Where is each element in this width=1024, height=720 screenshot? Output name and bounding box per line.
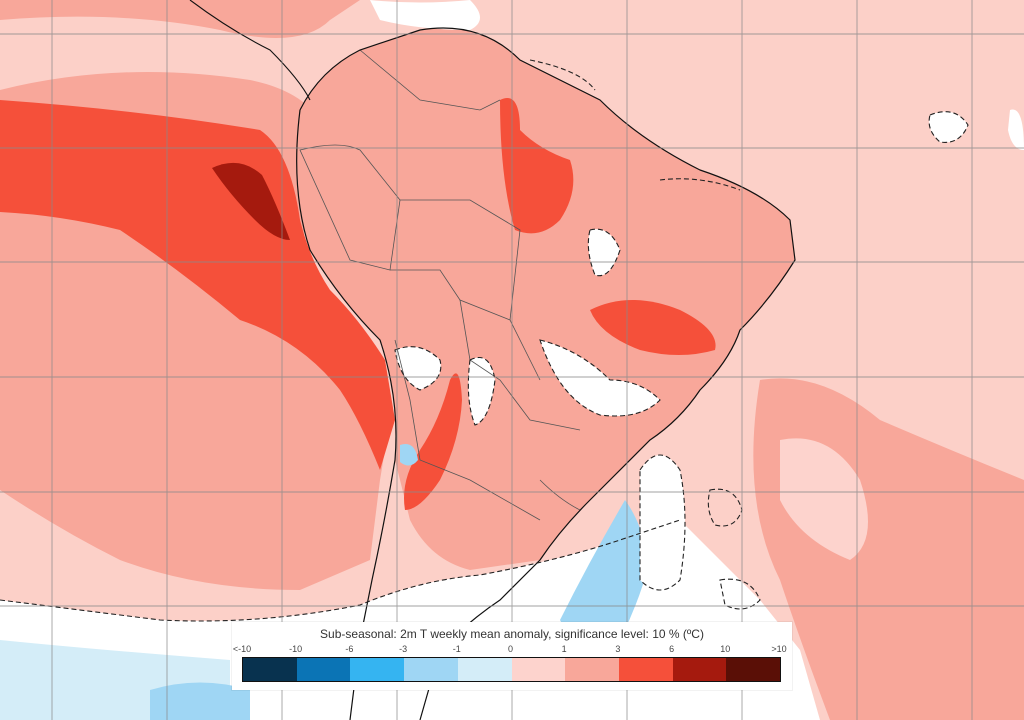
white-patch-atlantic-1 xyxy=(929,111,968,143)
legend-tick-label: 0 xyxy=(507,644,514,654)
legend-tick-label: <-10 xyxy=(232,644,252,654)
white-patch-caribbean xyxy=(370,0,480,30)
legend-swatch xyxy=(618,658,673,681)
legend-tick-labels: <-10 -10 -6 -3 -1 0 1 3 6 10 >10 xyxy=(233,644,787,656)
significance-contours xyxy=(0,59,969,622)
legend-title: Sub-seasonal: 2m T weekly mean anomaly, … xyxy=(320,627,704,641)
legend-tick-label: >10 xyxy=(771,644,787,654)
central-america-coastline xyxy=(189,0,311,101)
northern-pacific-warm xyxy=(0,0,360,38)
white-patch-brazil-south xyxy=(540,340,660,416)
atlantic-light-patch xyxy=(780,438,868,560)
legend-swatch xyxy=(350,658,405,681)
legend-swatch xyxy=(565,658,619,681)
peru-coast-core xyxy=(212,162,290,240)
southern-atlantic-white xyxy=(640,455,685,590)
legend-swatch xyxy=(296,658,351,681)
brazil-strong-warm xyxy=(590,300,716,355)
legend-tick-label: -6 xyxy=(345,644,354,654)
legend-tick-label: -3 xyxy=(399,644,408,654)
white-patch-northeast xyxy=(588,229,620,276)
andes-strong-warm xyxy=(404,373,462,510)
legend-swatch xyxy=(726,658,781,681)
amazon-strong-warm xyxy=(500,98,574,234)
pacific-strong-warm-tongue xyxy=(0,100,395,470)
legend-swatch xyxy=(511,658,566,681)
south-america-warm xyxy=(296,28,795,570)
legend-tick-label: 6 xyxy=(669,644,675,654)
country-borders xyxy=(299,49,581,521)
legend-tick-label: 3 xyxy=(615,644,621,654)
legend-swatch xyxy=(672,658,727,681)
south-pacific-blue-patch xyxy=(150,682,250,720)
south-america-coastline xyxy=(296,27,796,720)
blue-patch-uruguay xyxy=(400,444,418,466)
legend-tick-label: 10 xyxy=(720,644,731,654)
legend-swatch xyxy=(457,658,512,681)
white-patch-andes xyxy=(395,346,441,390)
color-legend: Sub-seasonal: 2m T weekly mean anomaly, … xyxy=(232,622,792,690)
legend-tick-label: -1 xyxy=(452,644,461,654)
legend-tick-label: -10 xyxy=(289,644,303,654)
south-atlantic-blue-patch xyxy=(560,500,650,650)
legend-tick-label: 1 xyxy=(561,644,567,654)
white-patch-atlantic-2 xyxy=(1008,109,1024,150)
legend-swatch xyxy=(404,658,458,681)
legend-swatch xyxy=(243,658,297,681)
legend-color-bar xyxy=(242,657,781,682)
